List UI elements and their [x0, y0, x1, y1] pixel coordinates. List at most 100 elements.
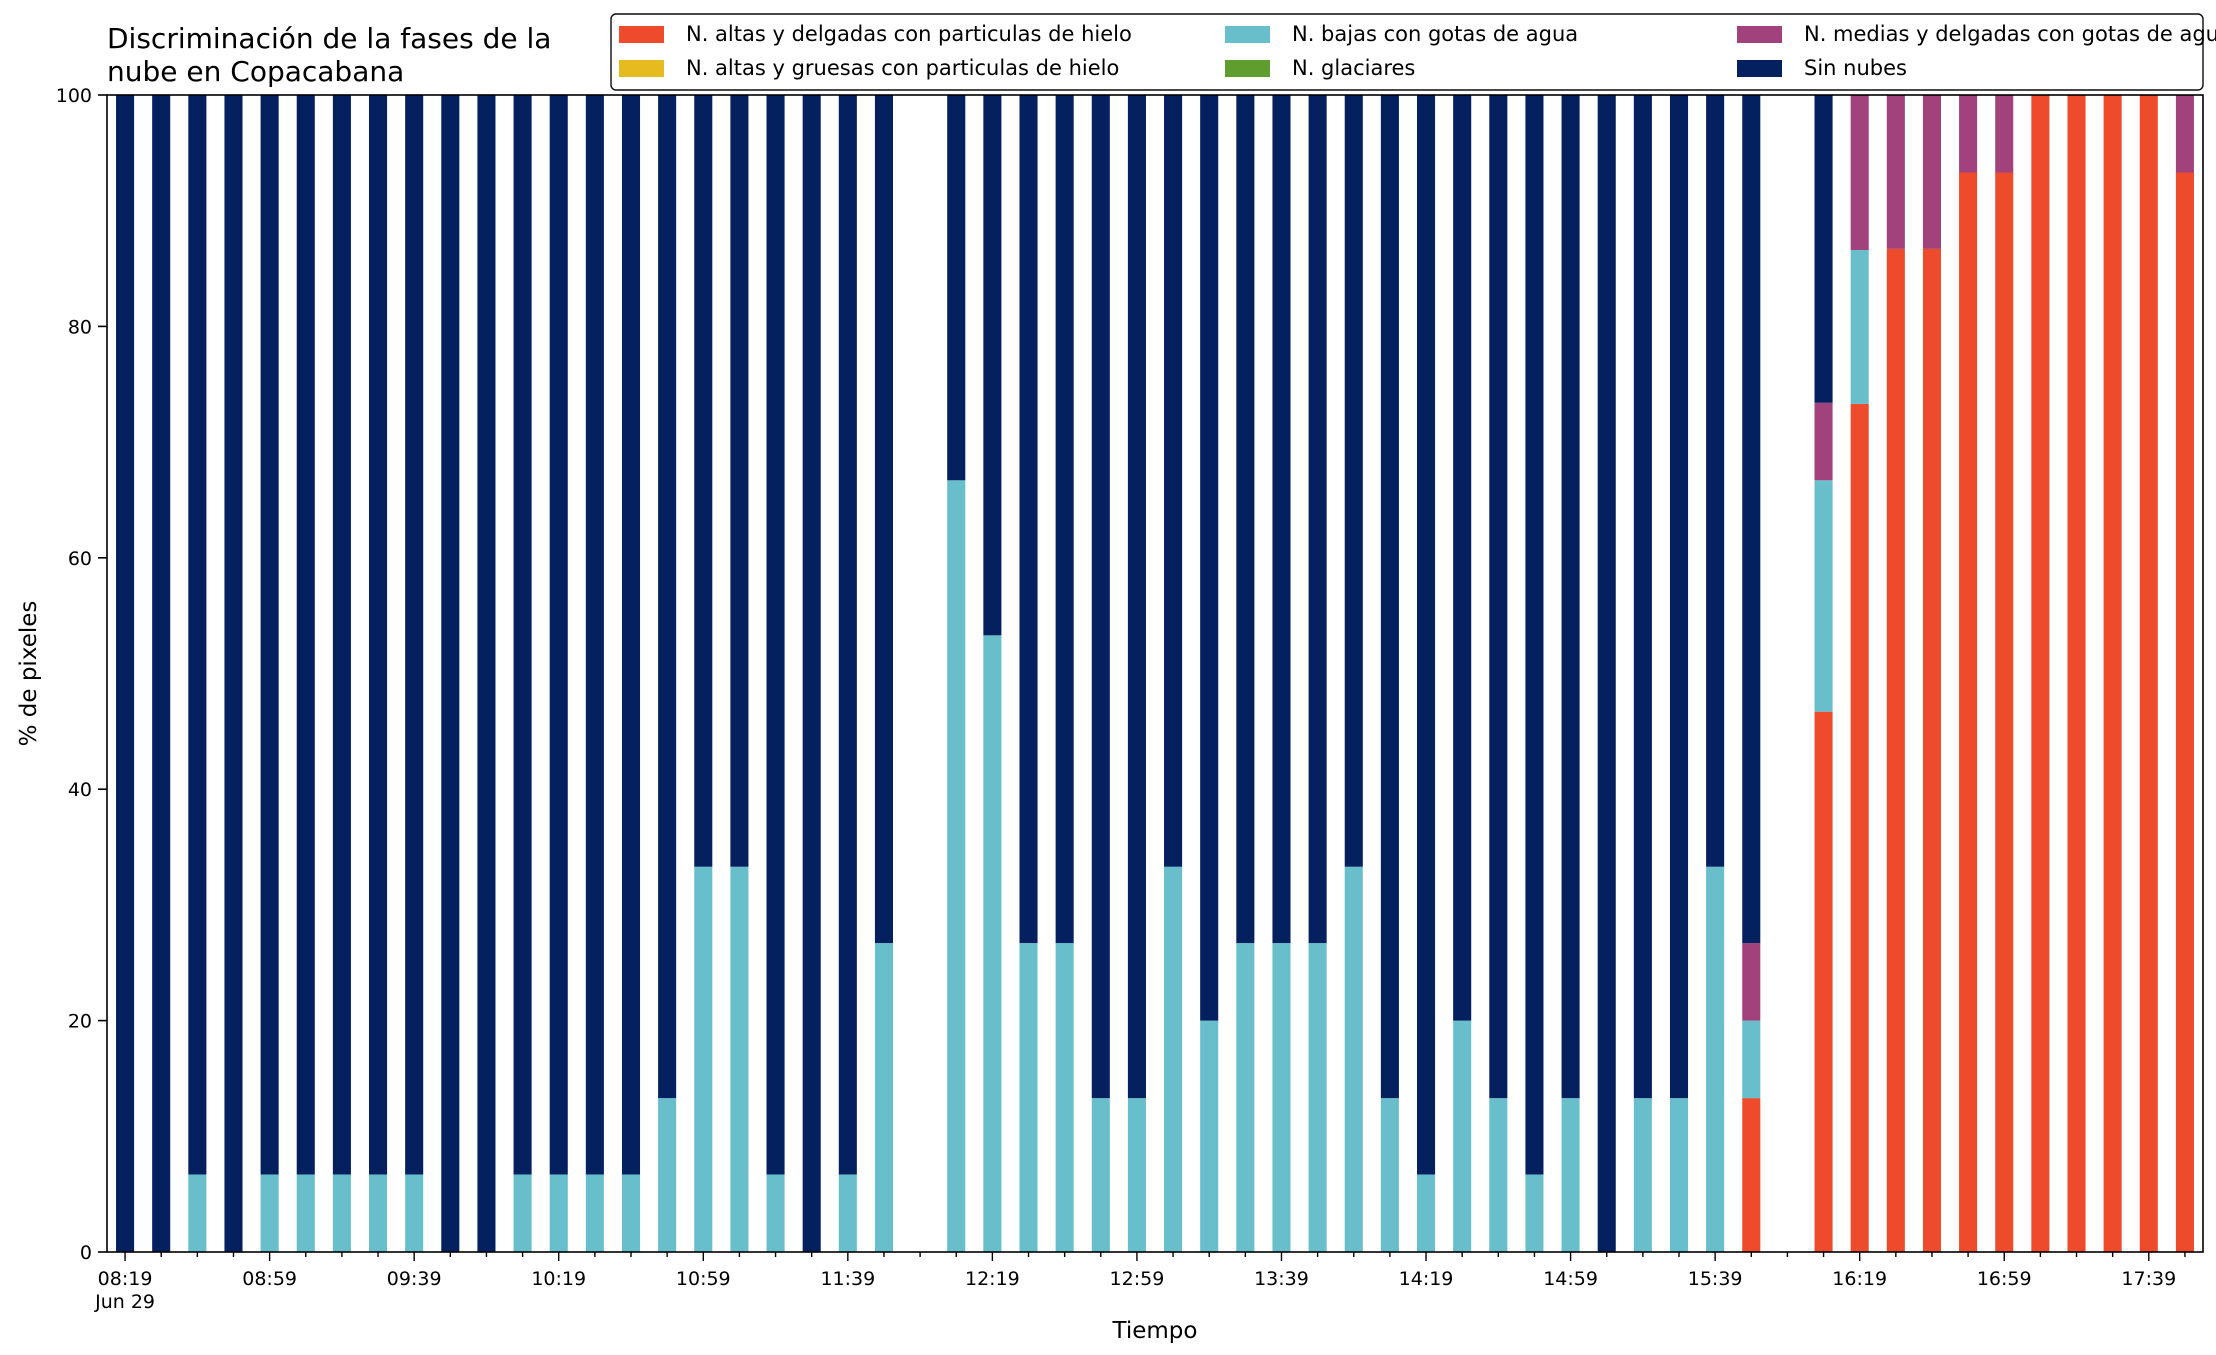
plot-frame — [106, 94, 2204, 1253]
legend-swatch-2 — [1225, 26, 1270, 43]
bar-segment-20-2 — [838, 1174, 857, 1252]
bar-segment-6-2 — [332, 1174, 351, 1252]
bar-segment-7-2 — [369, 1174, 388, 1252]
x-tick-label: 16:59 — [1977, 1268, 2032, 1290]
bar-segment-32-2 — [1272, 943, 1291, 1252]
y-tick-label: 80 — [68, 316, 92, 338]
bar-segment-45-5 — [1742, 95, 1761, 944]
bar-segment-32-5 — [1272, 95, 1291, 944]
bar-segment-45-0 — [1742, 1098, 1761, 1252]
bar-segment-4-2 — [260, 1174, 279, 1252]
bar-segment-28-5 — [1127, 95, 1146, 1099]
bar-segment-4-5 — [260, 95, 279, 1175]
bar-segment-43-5 — [1669, 95, 1689, 1099]
bar-segment-52-0 — [1995, 172, 2014, 1252]
bar-segment-53-0 — [2031, 95, 2050, 1252]
bar-segment-38-5 — [1489, 95, 1508, 1099]
bar-segment-28-2 — [1127, 1098, 1146, 1252]
bar-segment-11-5 — [513, 95, 532, 1175]
bar-segment-17-5 — [730, 95, 749, 867]
bar-segment-16-2 — [694, 866, 713, 1252]
bar-segment-41-5 — [1597, 95, 1616, 1252]
bar-segment-0-5 — [116, 95, 135, 1252]
bar-segment-51-4 — [1959, 95, 1978, 173]
bar-segment-44-5 — [1706, 95, 1725, 867]
bar-segment-37-5 — [1453, 95, 1472, 1021]
bar-segment-34-2 — [1344, 866, 1363, 1252]
bar-segment-13-5 — [585, 95, 604, 1175]
bar-segment-14-5 — [621, 95, 641, 1175]
bar-segment-36-2 — [1417, 1174, 1436, 1252]
legend-swatch-0 — [619, 26, 664, 43]
bar-segment-15-2 — [658, 1098, 677, 1252]
bar-segment-5-5 — [296, 95, 315, 1175]
bar-segment-18-5 — [766, 95, 785, 1175]
bar-segment-50-0 — [1922, 248, 1941, 1252]
bar-segment-47-2 — [1814, 480, 1833, 712]
x-tick-label: 12:19 — [965, 1268, 1020, 1290]
chart-title-line-1: Discriminación de la fases de la — [107, 22, 551, 55]
bar-segment-40-2 — [1561, 1098, 1580, 1252]
bar-segment-40-5 — [1561, 95, 1580, 1099]
x-tick-label: 14:59 — [1543, 1268, 1598, 1290]
bar-segment-29-5 — [1164, 95, 1183, 867]
bar-segment-20-5 — [838, 95, 857, 1175]
chart-title-line-2: nube en Copacabana — [107, 55, 404, 88]
bar-segment-57-0 — [2175, 172, 2194, 1252]
bar-segment-57-4 — [2175, 95, 2194, 173]
bar-segment-24-5 — [983, 95, 1002, 636]
bar-segment-23-2 — [947, 480, 966, 1252]
bar-segment-31-2 — [1236, 943, 1255, 1252]
legend-label-3: N. glaciares — [1292, 56, 1415, 80]
legend-label-0: N. altas y delgadas con particulas de hi… — [686, 22, 1132, 46]
legend-swatch-1 — [619, 60, 664, 77]
x-tick-label: 13:39 — [1254, 1268, 1309, 1290]
y-axis-label: % de pixeles — [16, 601, 42, 747]
bar-segment-7-5 — [369, 95, 388, 1175]
x-tick-label: 17:39 — [2121, 1268, 2176, 1290]
legend-label-2: N. bajas con gotas de agua — [1292, 22, 1578, 46]
bar-segment-13-2 — [585, 1174, 604, 1252]
x-tick-label: 10:19 — [531, 1268, 586, 1290]
bar-segment-26-5 — [1055, 95, 1074, 944]
bar-segment-55-0 — [2103, 95, 2122, 1252]
legend-label-4: N. medias y delgadas con gotas de agua — [1804, 22, 2216, 46]
bar-segment-29-2 — [1164, 866, 1183, 1252]
bar-segment-45-4 — [1742, 943, 1761, 1021]
bar-segment-24-2 — [983, 635, 1002, 1252]
x-tick-label: 12:59 — [1110, 1268, 1165, 1290]
bar-segment-43-2 — [1669, 1098, 1689, 1252]
bar-segment-48-4 — [1850, 95, 1869, 251]
bar-segment-5-2 — [296, 1174, 315, 1252]
y-tick-label: 60 — [68, 548, 92, 570]
x-tick-label: 10:59 — [676, 1268, 731, 1290]
bar-segment-48-0 — [1850, 403, 1869, 1252]
x-tick-label: 09:39 — [387, 1268, 442, 1290]
legend-swatch-4 — [1737, 26, 1782, 43]
bar-segment-44-2 — [1706, 866, 1725, 1252]
bar-segment-14-2 — [621, 1174, 641, 1252]
bar-segment-47-5 — [1814, 95, 1833, 403]
bar-segment-42-5 — [1633, 95, 1652, 1099]
bar-segment-34-5 — [1344, 95, 1363, 867]
bar-segment-33-5 — [1308, 95, 1327, 944]
bar-segment-47-4 — [1814, 402, 1833, 481]
bar-segment-18-2 — [766, 1174, 785, 1252]
bar-segment-16-5 — [694, 95, 713, 867]
bar-segment-50-4 — [1922, 95, 1941, 249]
y-tick-label: 20 — [68, 1011, 92, 1033]
axes-layer — [98, 94, 2204, 1261]
bar-segment-21-5 — [874, 95, 893, 944]
bar-segment-6-5 — [332, 95, 351, 1175]
bar-segment-2-5 — [188, 95, 207, 1175]
x-tick-label: 08:59 — [242, 1268, 297, 1290]
x-tick-label: 16:19 — [1832, 1268, 1887, 1290]
y-tick-label: 0 — [80, 1242, 92, 1264]
bar-segment-54-0 — [2067, 95, 2086, 1252]
bar-segment-27-5 — [1091, 95, 1110, 1099]
x-tick-sublabel: Jun 29 — [94, 1291, 155, 1313]
bar-segment-36-5 — [1417, 95, 1436, 1175]
bar-segment-56-0 — [2139, 95, 2158, 1252]
bar-segment-23-5 — [947, 95, 966, 481]
